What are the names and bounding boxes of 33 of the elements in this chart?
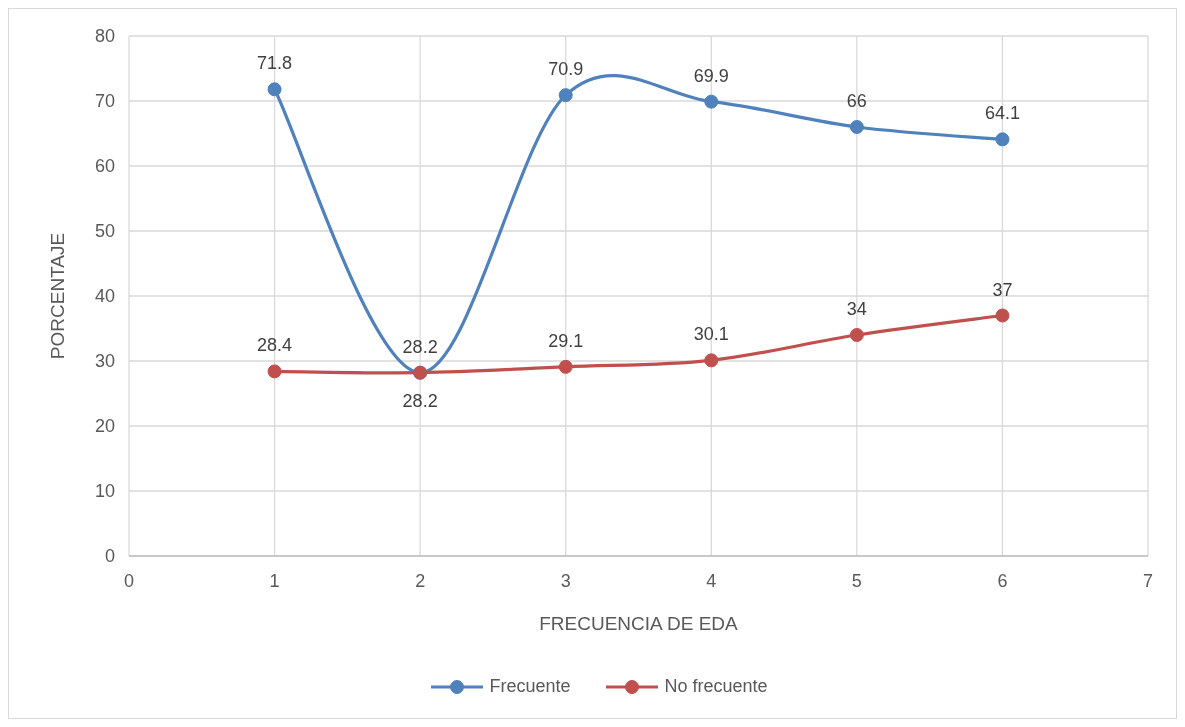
y-tick-label: 60 bbox=[94, 156, 115, 177]
data-label: 37 bbox=[992, 279, 1013, 300]
legend-label: Frecuente bbox=[489, 676, 571, 697]
data-label: 71.8 bbox=[257, 53, 293, 74]
x-tick-label: 0 bbox=[123, 570, 135, 591]
data-label: 28.2 bbox=[402, 336, 438, 357]
y-tick-label: 80 bbox=[94, 26, 115, 47]
data-label: 66 bbox=[846, 91, 867, 111]
x-tick-label: 6 bbox=[997, 570, 1008, 591]
y-tick-label: 30 bbox=[94, 351, 115, 372]
y-tick-label: 10 bbox=[94, 481, 115, 502]
data-label: 70.9 bbox=[548, 59, 584, 80]
x-axis-title: FRECUENCIA DE EDA bbox=[539, 613, 739, 634]
y-tick-label: 20 bbox=[94, 416, 115, 437]
x-tick-label: 1 bbox=[269, 570, 280, 591]
data-label: 28.4 bbox=[257, 335, 293, 356]
x-tick-label: 3 bbox=[560, 570, 571, 591]
data-label: 34 bbox=[846, 299, 867, 319]
data-label: 69.9 bbox=[693, 65, 729, 86]
x-tick-label: 7 bbox=[1142, 570, 1154, 591]
y-tick-label: 50 bbox=[94, 221, 115, 242]
x-tick-label: 4 bbox=[706, 570, 717, 591]
y-tick-label: 70 bbox=[94, 91, 115, 112]
y-tick-label: 0 bbox=[104, 546, 115, 567]
data-label: 64.1 bbox=[984, 103, 1020, 124]
data-label: 28.2 bbox=[402, 390, 438, 411]
y-tick-label: 40 bbox=[94, 286, 115, 307]
legend-label: No frecuente bbox=[664, 676, 768, 697]
x-tick-label: 2 bbox=[415, 570, 426, 591]
y-axis-title: PORCENTAJE bbox=[46, 232, 68, 360]
data-label: 30.1 bbox=[693, 324, 729, 345]
x-tick-label: 5 bbox=[851, 570, 862, 591]
data-label: 29.1 bbox=[548, 330, 584, 351]
